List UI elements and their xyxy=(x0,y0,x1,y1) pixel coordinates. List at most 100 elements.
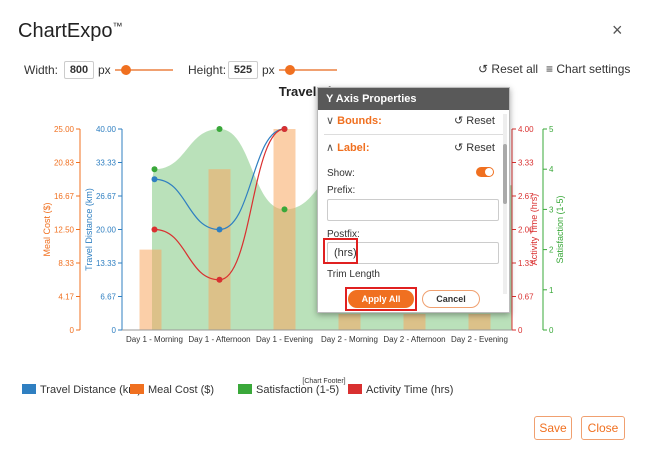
travel-distance-point xyxy=(216,226,223,233)
reset-label: Reset xyxy=(466,115,495,127)
x-tick-label: Day 2 - Evening xyxy=(451,335,508,344)
travel-distance-point xyxy=(151,176,158,183)
activity-time-point xyxy=(151,226,158,233)
bounds-reset-button[interactable]: ↺ Reset xyxy=(454,114,495,127)
chevron-down-icon: ∨ xyxy=(326,115,335,127)
width-input[interactable]: 800 xyxy=(64,61,94,79)
legend-swatch xyxy=(348,384,362,394)
axis-tick-label: 0 xyxy=(70,326,75,335)
axis-tick-label: 3 xyxy=(549,205,554,214)
activity-time-point xyxy=(281,126,288,132)
cancel-button[interactable]: Cancel xyxy=(422,290,480,308)
legend-item-meal-cost[interactable]: Meal Cost ($) xyxy=(130,384,214,396)
meal-cost-bar xyxy=(338,313,361,330)
label-section[interactable]: ∧ Label: ↺ Reset xyxy=(326,141,501,159)
axis-tick-label: 16.67 xyxy=(54,192,75,201)
label-section-title: Label: xyxy=(337,142,370,154)
axis-tick-label: 26.67 xyxy=(96,192,117,201)
dialog-scrollbar[interactable] xyxy=(503,114,507,294)
legend-item-satisfaction[interactable]: Satisfaction (1-5) xyxy=(238,384,339,396)
axis-title: Travel Distance (km) xyxy=(84,188,94,271)
axis-tick-label: 1.33 xyxy=(518,259,534,268)
axis-tick-label: 4 xyxy=(549,165,554,174)
height-input[interactable]: 525 xyxy=(228,61,258,79)
chart-settings-button[interactable]: ≡ Chart settings xyxy=(546,62,630,76)
save-button[interactable]: Save xyxy=(534,416,572,440)
meal-cost-bar xyxy=(208,169,231,330)
close-icon[interactable]: × xyxy=(612,20,623,40)
meal-cost-bar xyxy=(403,313,426,330)
reset-label: Reset xyxy=(466,142,495,154)
axis-tick-label: 5 xyxy=(549,125,554,134)
postfix-input[interactable]: (hrs) xyxy=(327,242,499,264)
axis-tick-label: 25.00 xyxy=(54,125,75,134)
label-reset-button[interactable]: ↺ Reset xyxy=(454,141,495,154)
divider xyxy=(324,134,503,135)
legend-swatch xyxy=(22,384,36,394)
undo-icon: ↺ xyxy=(453,115,464,127)
postfix-highlight xyxy=(323,238,358,264)
axis-tick-label: 4.17 xyxy=(58,293,74,302)
sliders-icon: ≡ xyxy=(546,62,554,76)
axis-tick-label: 2 xyxy=(549,246,554,255)
height-label: Height: xyxy=(188,63,227,77)
chart-footer: [Chart Footer] xyxy=(302,378,345,385)
dialog-title: Y Axis Properties xyxy=(318,88,509,110)
axis-tick-label: 0.67 xyxy=(518,293,534,302)
axis-tick-label: 33.33 xyxy=(96,159,117,168)
axis-tick-label: 3.33 xyxy=(518,159,534,168)
legend-label: Meal Cost ($) xyxy=(148,384,215,396)
satisfaction-point xyxy=(281,206,288,213)
trademark: ™ xyxy=(112,21,123,33)
axis-title: Activity Time (hrs) xyxy=(529,194,539,266)
axis-tick-label: 2.67 xyxy=(518,192,534,201)
prefix-input[interactable] xyxy=(327,199,499,221)
postfix-label: Postfix: xyxy=(327,229,360,240)
bounds-label: Bounds: xyxy=(337,115,382,127)
legend-label: Travel Distance (km) xyxy=(40,384,142,396)
legend-item-travel-distance[interactable]: Travel Distance (km) xyxy=(22,384,141,396)
satisfaction-point xyxy=(151,166,158,173)
meal-cost-bar xyxy=(139,249,162,330)
activity-time-point xyxy=(216,276,223,283)
axis-tick-label: 20.00 xyxy=(96,226,117,235)
axis-tick-label: 20.83 xyxy=(54,159,75,168)
reset-all-label: Reset all xyxy=(491,62,539,76)
legend-item-activity-time[interactable]: Activity Time (hrs) xyxy=(348,384,453,396)
app-title: ChartExpo™ xyxy=(18,20,123,43)
axis-title: Meal Cost ($) xyxy=(42,202,52,256)
axis-tick-label: 0 xyxy=(549,326,554,335)
scrollbar-thumb[interactable] xyxy=(503,144,507,204)
height-slider[interactable] xyxy=(279,69,337,71)
show-toggle[interactable] xyxy=(476,167,494,177)
axes-layer: 0 4.17 8.33 12.50 16.67 20.83 25.00 Meal Cost (… xyxy=(42,125,565,344)
height-unit: px xyxy=(262,63,275,77)
chevron-up-icon: ∧ xyxy=(326,142,335,154)
meal-cost-bar xyxy=(273,129,296,330)
x-tick-label: Day 2 - Afternoon xyxy=(383,335,445,344)
x-tick-label: Day 1 - Afternoon xyxy=(188,335,250,344)
width-unit: px xyxy=(98,63,111,77)
meal-cost-bar-layer xyxy=(139,129,491,330)
axis-tick-label: 13.33 xyxy=(96,259,117,268)
axis-title: Satisfaction (1-5) xyxy=(555,195,565,263)
axis-tick-label: 2.00 xyxy=(518,226,534,235)
axis-tick-label: 12.50 xyxy=(54,226,75,235)
axis-tick-label: 0 xyxy=(112,326,117,335)
width-label: Width: xyxy=(24,63,59,77)
apply-all-button[interactable]: Apply All xyxy=(348,290,414,308)
axis-tick-label: 4.00 xyxy=(518,125,534,134)
close-button[interactable]: Close xyxy=(581,416,625,440)
axis-tick-label: 0 xyxy=(518,326,523,335)
width-slider-thumb[interactable] xyxy=(121,65,131,75)
legend-label: Activity Time (hrs) xyxy=(366,384,454,396)
axis-tick-label: 8.33 xyxy=(58,259,74,268)
reset-all-button[interactable]: ↺ Reset all xyxy=(478,62,538,76)
height-slider-thumb[interactable] xyxy=(285,65,295,75)
legend-swatch xyxy=(238,384,252,394)
meal-cost-bar xyxy=(468,313,491,330)
activity-time-line xyxy=(154,128,285,281)
prefix-label: Prefix: xyxy=(327,185,356,196)
bounds-section[interactable]: ∨ Bounds: ↺ Reset xyxy=(326,114,501,132)
width-slider[interactable] xyxy=(115,69,173,71)
